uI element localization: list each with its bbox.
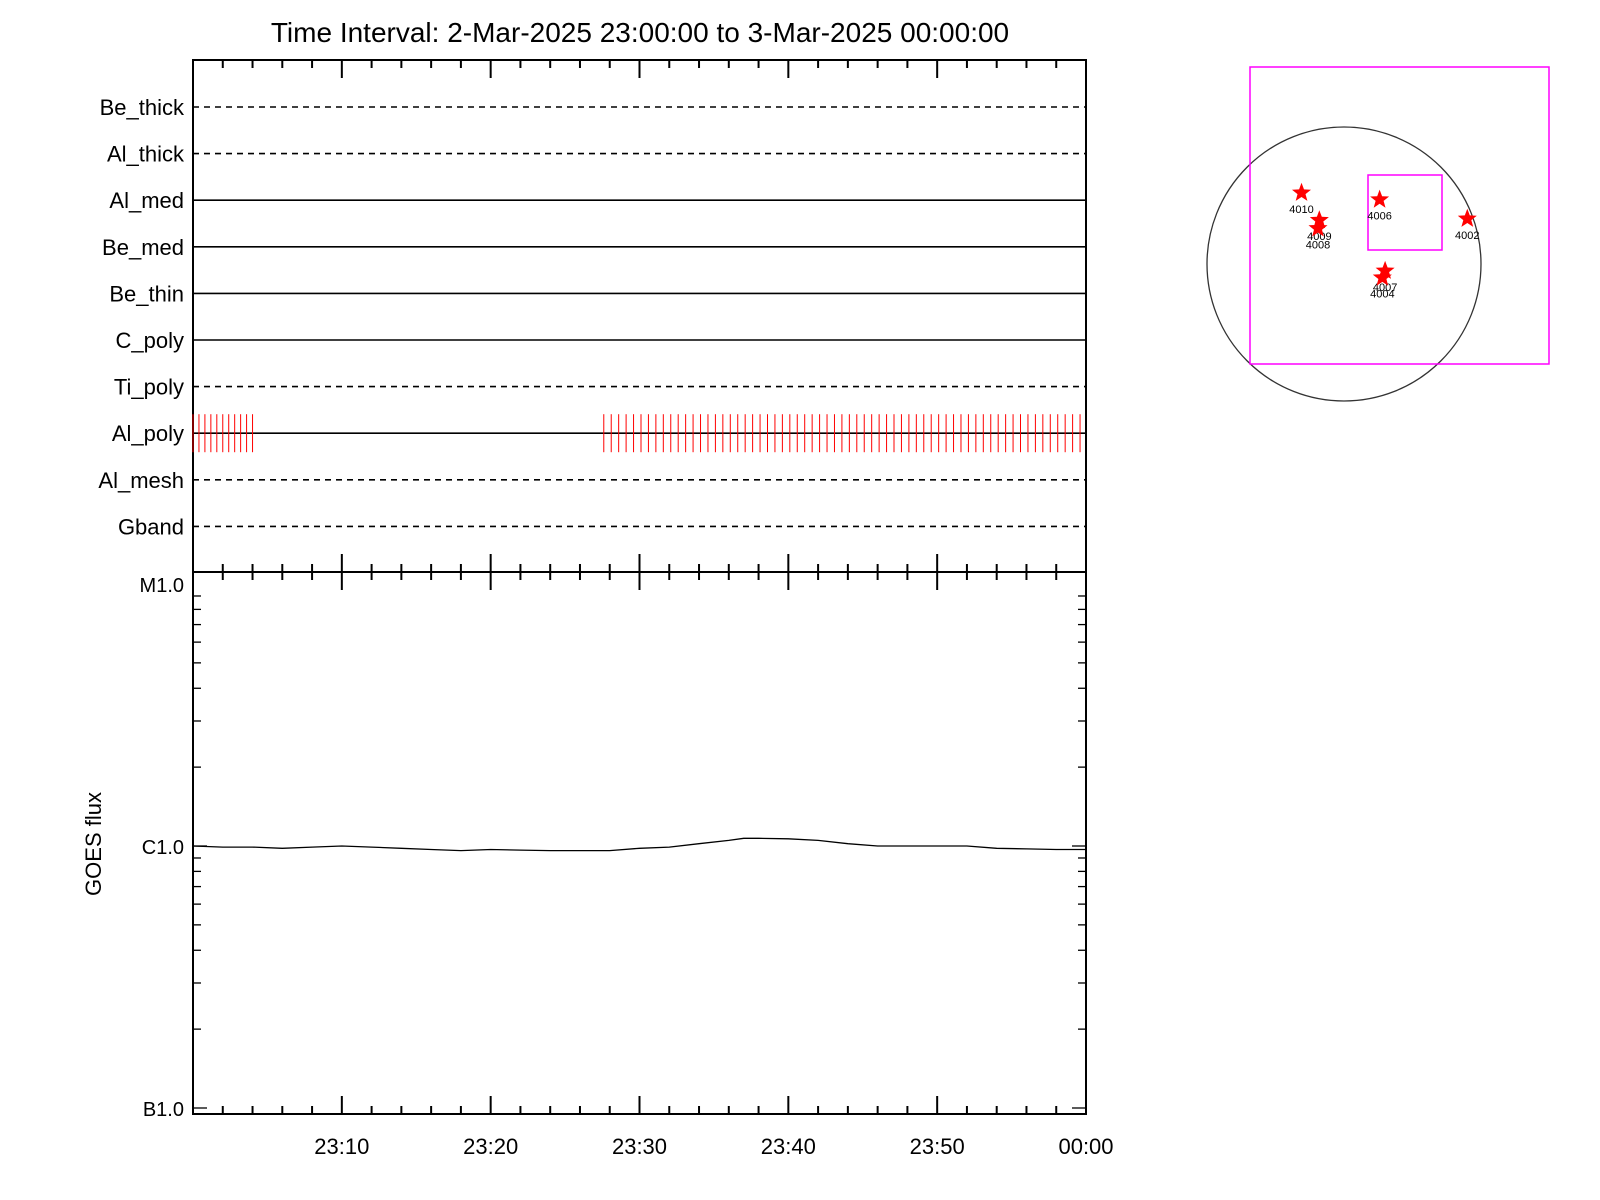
filter-ticks [192, 60, 1087, 572]
goes-x-tick-labels: 23:10 23:20 23:30 23:40 23:50 00:00 [314, 1134, 1113, 1159]
filter-rows: Be_thick Al_thick Al_med Be_med Be_thin C_pol… [98, 95, 1086, 539]
x-tick-label: 23:10 [314, 1134, 369, 1159]
y-tick-label: M1.0 [140, 575, 184, 597]
active-region-star [1309, 210, 1329, 229]
goes-flux-line [192, 837, 1086, 852]
active-region-star [1375, 260, 1395, 279]
active-region-star [1457, 208, 1477, 227]
active-region-label: 4010 [1289, 204, 1313, 216]
goes-y-tick-labels: B1.0 C1.0 M1.0 [140, 575, 184, 1121]
goes-y-axis-label: GOES flux [81, 792, 106, 896]
goes-panel: B1.0 C1.0 M1.0 23:10 23:20 23:30 23:40 23:50 00… [81, 571, 1114, 1159]
x-tick-label: 23:30 [612, 1134, 667, 1159]
active-region-label: 4004 [1370, 289, 1394, 301]
x-tick-label: 23:40 [761, 1134, 816, 1159]
filter-row-label: Al_poly [112, 421, 184, 446]
active-region-star [1372, 267, 1392, 286]
filter-row-label: Al_mesh [98, 468, 184, 493]
filter-panel: Be_thick Al_thick Al_med Be_med Be_thin C_pol… [98, 59, 1087, 573]
active-region-label: 4002 [1455, 230, 1479, 242]
active-region-label: 4006 [1367, 211, 1391, 223]
active-region-label: 4007 [1373, 282, 1397, 294]
filter-row-label: Be_med [102, 235, 184, 260]
fov-outer-box [1249, 66, 1550, 365]
filter-row-label: Al_thick [107, 142, 185, 167]
filter-row-label: C_poly [116, 328, 184, 353]
fov-inner-box [1367, 174, 1443, 251]
active-region-label: 4008 [1306, 239, 1330, 251]
filter-row-label: Gband [118, 514, 184, 539]
filter-panel-frame [192, 59, 1087, 573]
active-region-star [1292, 182, 1311, 201]
x-tick-label: 23:20 [463, 1134, 518, 1159]
goes-panel-frame [192, 571, 1087, 1115]
x-tick-label: 00:00 [1058, 1134, 1113, 1159]
x-tick-label: 23:50 [910, 1134, 965, 1159]
chart-title: Time Interval: 2-Mar-2025 23:00:00 to 3-… [271, 17, 1009, 48]
active-region-star [1370, 189, 1390, 208]
y-tick-label: C1.0 [142, 837, 184, 859]
filter-marks [192, 414, 1081, 453]
filter-row-label: Ti_poly [114, 375, 184, 400]
active-region-star [1308, 218, 1328, 237]
goes-ticks [192, 572, 1087, 1114]
filter-row-label: Al_med [109, 188, 184, 213]
solar-disk [1206, 126, 1482, 402]
y-tick-label: B1.0 [143, 1099, 184, 1121]
filter-row-label: Be_thick [100, 95, 185, 120]
filter-row-label: Be_thin [109, 281, 184, 306]
